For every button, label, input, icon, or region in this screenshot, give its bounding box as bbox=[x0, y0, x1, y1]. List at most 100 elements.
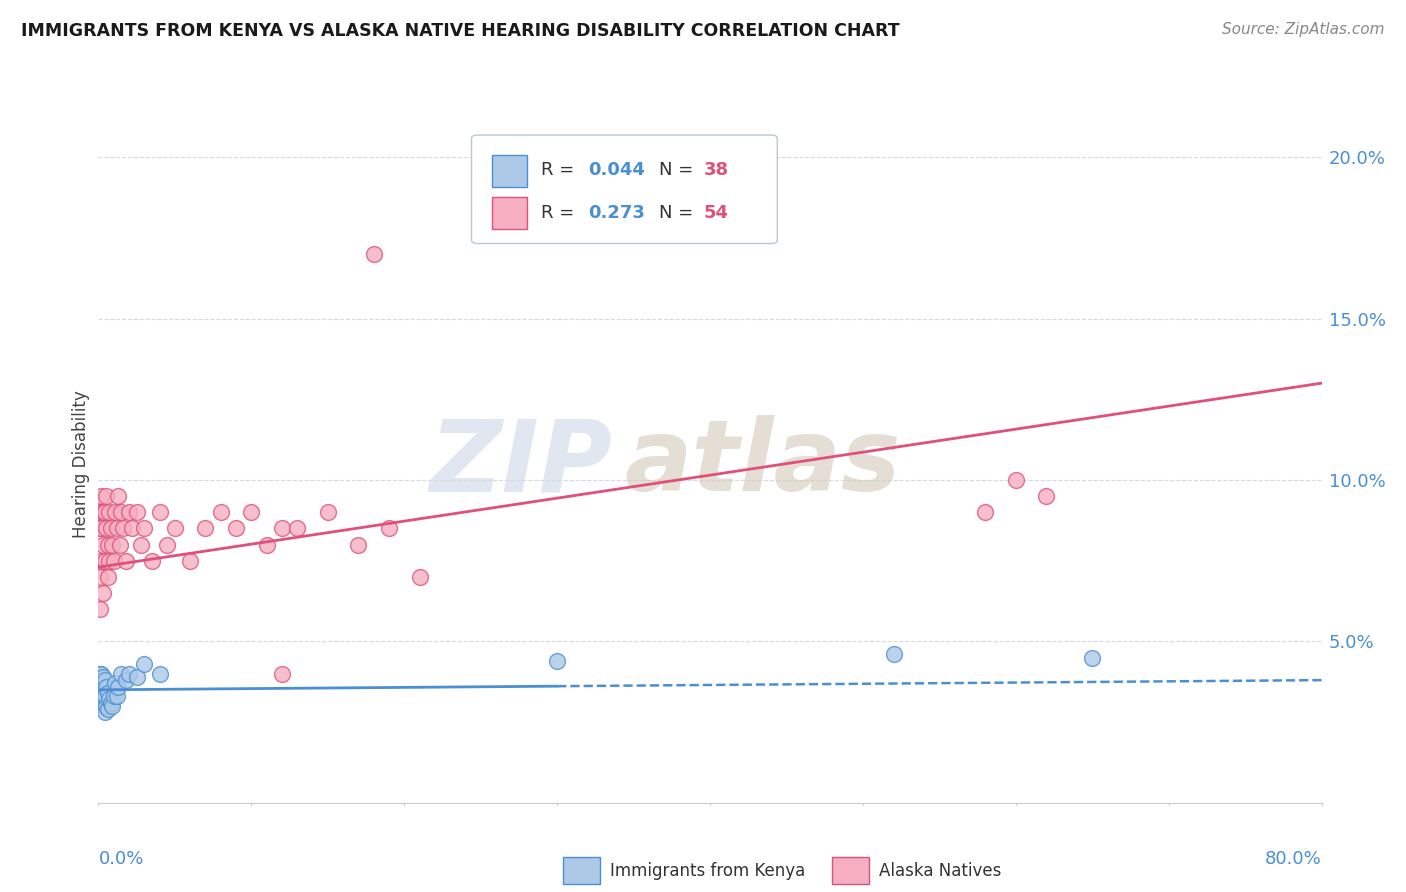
Point bbox=[134, 657, 156, 671]
Point bbox=[104, 505, 127, 519]
Point bbox=[115, 673, 138, 687]
Point bbox=[149, 505, 172, 519]
Point bbox=[90, 686, 112, 700]
Point bbox=[93, 690, 115, 704]
Point bbox=[89, 505, 111, 519]
FancyBboxPatch shape bbox=[471, 135, 778, 244]
Point bbox=[118, 666, 141, 681]
Point bbox=[89, 521, 111, 535]
Point bbox=[363, 247, 385, 261]
Point bbox=[104, 676, 127, 690]
Text: R =: R = bbox=[541, 204, 581, 222]
Text: 0.044: 0.044 bbox=[588, 161, 644, 178]
Text: R =: R = bbox=[541, 161, 581, 178]
Point bbox=[90, 673, 112, 687]
Text: Source: ZipAtlas.com: Source: ZipAtlas.com bbox=[1222, 22, 1385, 37]
Point bbox=[89, 570, 111, 584]
Point bbox=[134, 521, 156, 535]
Point bbox=[90, 666, 112, 681]
Point bbox=[270, 521, 292, 535]
Point bbox=[89, 666, 111, 681]
Point bbox=[121, 521, 143, 535]
Point bbox=[94, 698, 117, 713]
Point bbox=[546, 654, 568, 668]
Point bbox=[98, 505, 121, 519]
Point bbox=[100, 696, 122, 710]
Point bbox=[110, 666, 132, 681]
Point bbox=[1004, 473, 1026, 487]
Point bbox=[97, 570, 120, 584]
Point bbox=[91, 505, 114, 519]
Text: N =: N = bbox=[658, 161, 699, 178]
Point bbox=[98, 692, 121, 706]
Point bbox=[91, 670, 114, 684]
Text: Immigrants from Kenya: Immigrants from Kenya bbox=[610, 862, 806, 880]
Point bbox=[97, 702, 120, 716]
Text: ZIP: ZIP bbox=[429, 416, 612, 512]
Text: N =: N = bbox=[658, 204, 699, 222]
Point bbox=[93, 706, 115, 720]
Point bbox=[974, 505, 997, 519]
Point bbox=[90, 489, 112, 503]
Point bbox=[97, 686, 120, 700]
Point bbox=[285, 521, 308, 535]
Point bbox=[240, 505, 263, 519]
Point bbox=[93, 554, 115, 568]
Point bbox=[90, 680, 112, 694]
Point bbox=[91, 698, 114, 713]
Point bbox=[101, 698, 124, 713]
Point bbox=[89, 676, 111, 690]
Point bbox=[115, 554, 138, 568]
Point bbox=[156, 537, 179, 551]
Point bbox=[141, 554, 163, 568]
Point bbox=[225, 521, 247, 535]
Text: IMMIGRANTS FROM KENYA VS ALASKA NATIVE HEARING DISABILITY CORRELATION CHART: IMMIGRANTS FROM KENYA VS ALASKA NATIVE H… bbox=[21, 22, 900, 40]
Point bbox=[100, 521, 122, 535]
Point bbox=[107, 680, 129, 694]
Point bbox=[1081, 650, 1104, 665]
Point bbox=[89, 602, 111, 616]
Point bbox=[91, 680, 114, 694]
Point bbox=[347, 537, 370, 551]
FancyBboxPatch shape bbox=[564, 857, 600, 884]
Point bbox=[256, 537, 278, 551]
Text: atlas: atlas bbox=[624, 416, 901, 512]
Point bbox=[316, 505, 339, 519]
Text: Alaska Natives: Alaska Natives bbox=[879, 862, 1001, 880]
Point bbox=[103, 690, 125, 704]
Point bbox=[105, 521, 128, 535]
Point bbox=[378, 521, 401, 535]
Point bbox=[103, 554, 125, 568]
Point bbox=[194, 521, 217, 535]
Y-axis label: Hearing Disability: Hearing Disability bbox=[72, 390, 90, 538]
Point bbox=[129, 537, 152, 551]
Point bbox=[110, 505, 132, 519]
Point bbox=[98, 554, 121, 568]
Point bbox=[111, 521, 134, 535]
Point bbox=[93, 673, 115, 687]
Point bbox=[105, 690, 128, 704]
Text: 0.0%: 0.0% bbox=[98, 850, 143, 868]
Point bbox=[89, 670, 111, 684]
FancyBboxPatch shape bbox=[492, 197, 527, 229]
Point bbox=[91, 537, 114, 551]
Point bbox=[93, 505, 115, 519]
Point bbox=[108, 537, 131, 551]
Point bbox=[1035, 489, 1057, 503]
Point bbox=[90, 554, 112, 568]
Point bbox=[179, 554, 201, 568]
Point bbox=[107, 489, 129, 503]
Point bbox=[125, 505, 148, 519]
Point bbox=[118, 505, 141, 519]
Point bbox=[97, 537, 120, 551]
Text: 80.0%: 80.0% bbox=[1265, 850, 1322, 868]
Point bbox=[94, 521, 117, 535]
Point bbox=[408, 570, 430, 584]
Point bbox=[89, 682, 111, 697]
Point bbox=[149, 666, 172, 681]
Point bbox=[163, 521, 186, 535]
FancyBboxPatch shape bbox=[492, 154, 527, 187]
Point bbox=[101, 537, 124, 551]
Point bbox=[89, 673, 111, 687]
Point bbox=[125, 670, 148, 684]
